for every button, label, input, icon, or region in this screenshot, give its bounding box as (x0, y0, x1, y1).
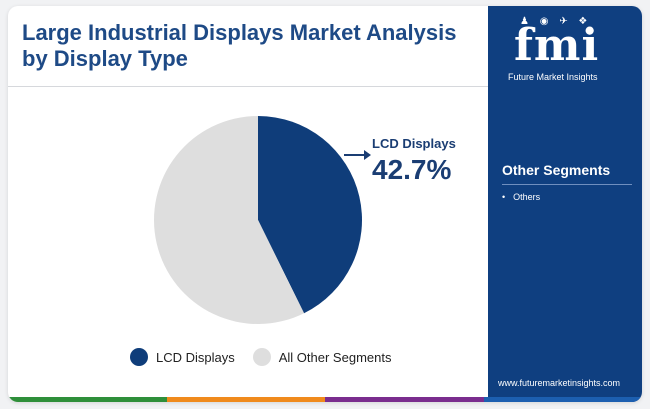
chart-card: Large Industrial Displays Market Analysi… (8, 6, 642, 402)
legend-swatch-other (252, 348, 271, 366)
bottom-bar-segment-green (8, 397, 167, 402)
title-divider (8, 86, 488, 87)
bottom-color-bar (8, 397, 642, 402)
sidebar-divider (502, 184, 632, 185)
legend-label-lcd: LCD Displays (156, 349, 235, 365)
pie-slice-all-other-segments (154, 116, 305, 324)
legend-item-lcd: LCD Displays (130, 348, 235, 366)
list-item: Others (502, 192, 540, 202)
page-title: Large Industrial Displays Market Analysi… (22, 20, 457, 71)
callout-value: 42.7% (372, 154, 452, 185)
logo-icons: ♟ ◉ ✈ ❖ (520, 16, 592, 27)
legend-swatch-lcd (130, 348, 148, 366)
bottom-bar-segment-orange (166, 397, 325, 402)
legend-item-other: All Other Segments (252, 348, 392, 366)
website-url: www.futuremarketinsights.com (498, 378, 621, 388)
pie-slice-lcd-displays (258, 116, 363, 314)
other-segments-heading: Other Segments (502, 162, 611, 178)
callout-arrow-head (364, 150, 371, 160)
sidebar-panel: ♟ ◉ ✈ ❖ fmi Future Market Insights Other… (488, 6, 642, 402)
bottom-bar-segment-purple (325, 397, 484, 402)
legend-label-other: All Other Segments (278, 349, 392, 365)
chart-legend: LCD Displays All Other Segments (130, 348, 409, 366)
bottom-bar-segment-blue (483, 397, 642, 402)
pie-chart (154, 116, 371, 324)
callout-label: LCD Displays (372, 136, 456, 151)
logo-subtitle: Future Market Insights (508, 72, 598, 82)
other-segments-list: Others (502, 192, 540, 202)
fmi-logo: fmi (514, 20, 600, 71)
